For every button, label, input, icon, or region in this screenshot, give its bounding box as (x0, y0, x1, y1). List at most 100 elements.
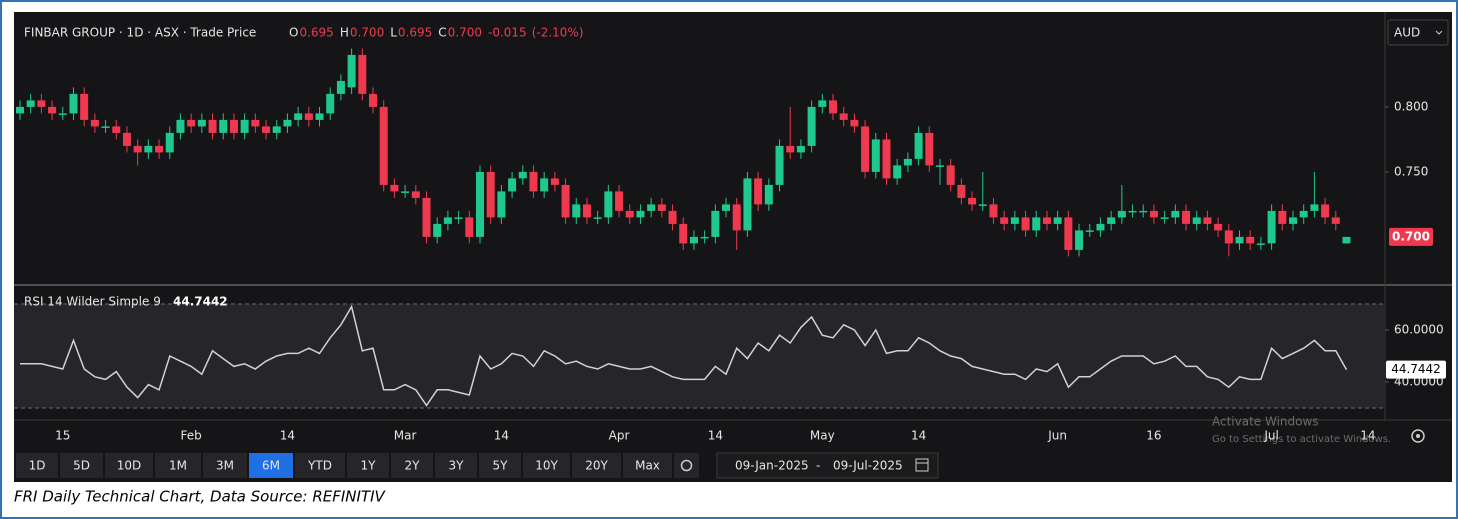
gear-center[interactable] (1416, 434, 1420, 438)
date-separator: - (816, 459, 820, 473)
candle-body (1096, 223, 1105, 231)
x-tick-label: 14 (1360, 429, 1375, 443)
x-tick-label: Jun (1047, 429, 1067, 443)
range-button-label[interactable]: 10Y (535, 459, 558, 473)
toolbar-gear[interactable] (680, 459, 693, 472)
calendar-icon[interactable] (915, 458, 929, 472)
range-button[interactable] (391, 453, 433, 478)
candle-body (433, 223, 442, 237)
candle-body (903, 158, 912, 166)
quote-key: L (390, 26, 397, 40)
candle-body (1107, 217, 1116, 224)
candle-body (144, 145, 153, 153)
range-button-label[interactable]: 1M (169, 459, 187, 473)
candle-body (347, 54, 356, 88)
candle-body (1160, 217, 1169, 219)
candle-body (1000, 217, 1009, 224)
range-button-label[interactable]: 6M (262, 459, 280, 473)
currency-dropdown[interactable] (1387, 19, 1449, 46)
candle-body (336, 80, 345, 94)
candle-body (935, 165, 944, 167)
candle-body (283, 119, 292, 127)
range-button[interactable] (572, 453, 621, 478)
candle-body (1053, 217, 1062, 224)
candle-body (1278, 210, 1287, 224)
toolbar-settings[interactable] (674, 453, 699, 478)
watermark-text: Go to Settings to activate Windows. (1212, 434, 1391, 445)
candle-body (775, 145, 784, 185)
candle-body (1321, 204, 1330, 218)
candle-body (850, 119, 859, 127)
date-range-box[interactable] (716, 452, 939, 479)
candle-body (90, 119, 99, 127)
range-button[interactable] (16, 453, 58, 478)
date-to[interactable]: 09-Jul-2025 (833, 459, 903, 473)
watermark-title: Activate Windows (1212, 415, 1319, 429)
range-button[interactable] (479, 453, 521, 478)
quote-key: C (438, 26, 446, 40)
candle-body (925, 132, 934, 166)
range-button[interactable] (295, 453, 345, 478)
candle-body (732, 204, 741, 231)
chart-background (14, 12, 1452, 482)
range-button-label[interactable]: 5Y (493, 459, 509, 473)
candle-body (155, 145, 164, 153)
x-tick-label: Apr (609, 429, 630, 443)
rsi-current-label: 44.7442 (1391, 362, 1441, 376)
x-tick-label: 15 (55, 429, 70, 443)
candle-body (48, 106, 57, 114)
x-tick-label: Feb (181, 429, 202, 443)
range-button[interactable] (60, 453, 103, 478)
candle-body (15, 106, 24, 114)
candle-body (989, 204, 998, 218)
y-tick-label: 0.800 (1394, 99, 1428, 113)
candle-body (957, 184, 966, 198)
range-button[interactable] (623, 453, 672, 478)
candle-body (411, 191, 420, 198)
candle-body (1299, 210, 1308, 218)
candle-body (1342, 236, 1351, 244)
candle-body (604, 191, 613, 218)
range-button-label[interactable]: 3M (216, 459, 234, 473)
x-tick-label: 14 (911, 429, 926, 443)
candle-body (176, 119, 185, 133)
candle-body (978, 204, 987, 206)
quote-value: 0.695 (299, 26, 333, 40)
x-tick-label: 14 (280, 429, 295, 443)
range-button-label[interactable]: Max (635, 459, 660, 473)
range-button-label[interactable]: 5D (73, 459, 90, 473)
range-button-label[interactable]: 2Y (405, 459, 421, 473)
candle-body (1256, 243, 1265, 245)
settings-icon[interactable] (1411, 429, 1425, 443)
range-button-label[interactable]: 1D (29, 459, 46, 473)
range-button-label[interactable]: 10D (117, 459, 142, 473)
candle-body (1331, 217, 1340, 224)
range-button-label[interactable]: 1Y (361, 459, 377, 473)
gear[interactable] (1411, 429, 1425, 443)
range-button[interactable] (203, 453, 247, 478)
range-button-label[interactable]: YTD (307, 459, 332, 473)
candle-body (711, 210, 720, 237)
range-button-label[interactable]: 3Y (449, 459, 465, 473)
range-button[interactable] (249, 453, 293, 478)
candle-body (1224, 230, 1233, 244)
range-button[interactable] (435, 453, 477, 478)
range-button-label[interactable]: 20Y (585, 459, 608, 473)
currency-label[interactable]: AUD (1394, 26, 1420, 40)
candle-body (818, 100, 827, 107)
candle-body (133, 145, 142, 153)
date-from[interactable]: 09-Jan-2025 (735, 459, 809, 473)
range-button[interactable] (155, 453, 201, 478)
rsi-band (14, 303, 1385, 409)
rsi-title: RSI 14 Wilder Simple 9 (24, 295, 161, 309)
candle-body (165, 132, 174, 153)
range-button[interactable] (523, 453, 570, 478)
candle-body (1203, 217, 1212, 224)
x-tick-label: Mar (394, 429, 417, 443)
calendar-body[interactable] (915, 458, 929, 472)
range-button[interactable] (105, 453, 153, 478)
range-button[interactable] (347, 453, 389, 478)
candle-body (722, 204, 731, 211)
quote-change: -0.015 (488, 26, 527, 40)
last-price-box (1389, 227, 1433, 246)
